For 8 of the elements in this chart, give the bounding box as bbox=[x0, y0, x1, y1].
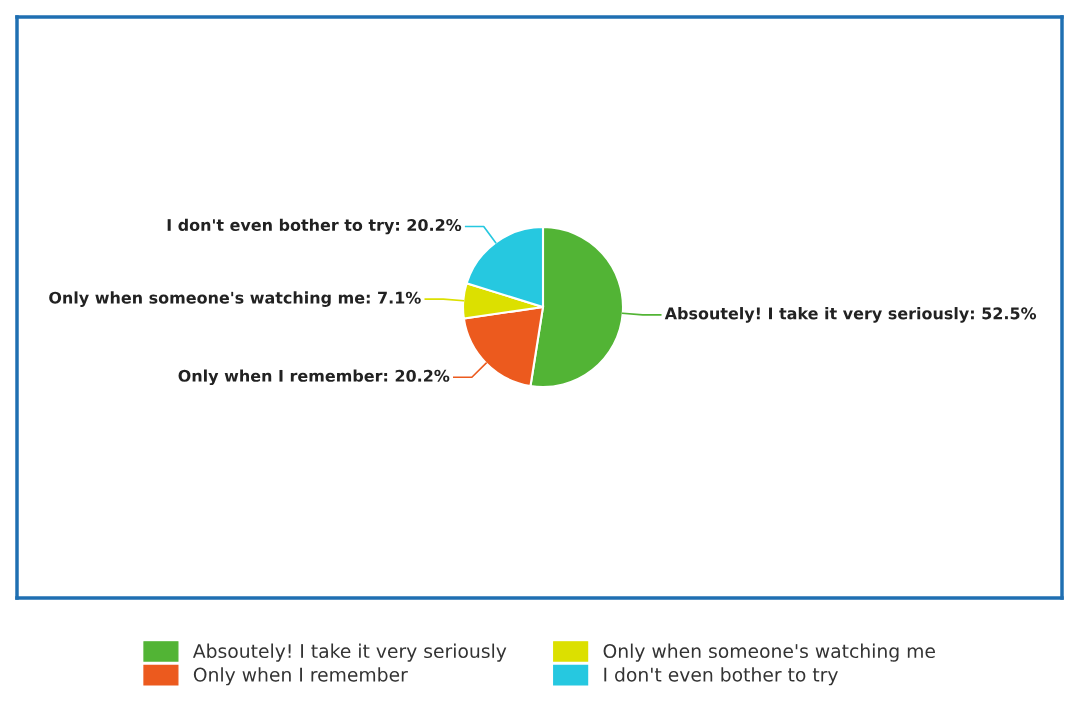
data-label: Absoutely! I take it very seriously: 52.5% bbox=[664, 307, 1037, 323]
legend-label: Only when someone's watching me bbox=[603, 643, 935, 662]
legend-label: Only when I remember bbox=[193, 667, 408, 686]
data-label: I don't even bother to try: 20.2% bbox=[167, 218, 462, 235]
legend-label: I don't even bother to try bbox=[604, 667, 838, 686]
legend-label: Absoutely! I take it very seriously bbox=[192, 643, 507, 662]
data-label: Only when I remember: 20.2% bbox=[178, 369, 450, 386]
data-label: Only when someone's watching me: 7.1% bbox=[49, 291, 421, 307]
